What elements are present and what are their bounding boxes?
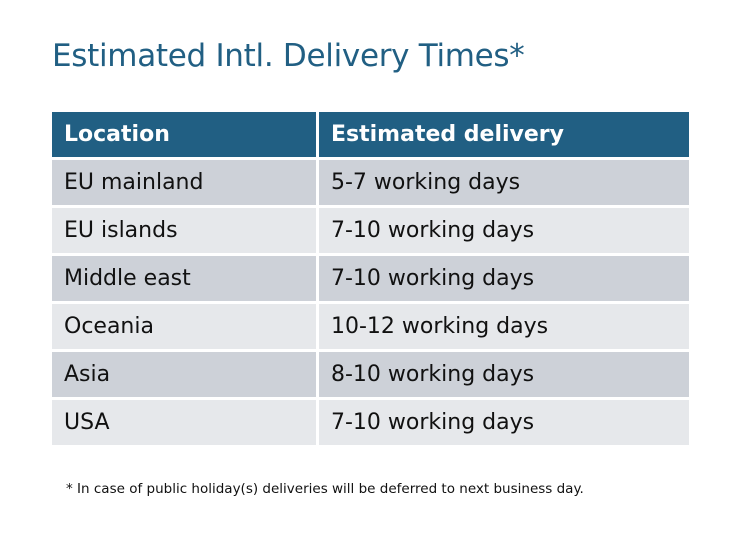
cell-location: EU mainland — [52, 160, 316, 205]
cell-location: Asia — [52, 352, 316, 397]
cell-location: Oceania — [52, 304, 316, 349]
cell-location: USA — [52, 400, 316, 445]
cell-delivery: 8-10 working days — [319, 352, 689, 397]
header-location: Location — [52, 112, 316, 157]
footnote: * In case of public holiday(s) deliverie… — [66, 481, 584, 497]
page-title: Estimated Intl. Delivery Times* — [52, 38, 525, 74]
table-row: EU mainland 5-7 working days — [52, 160, 689, 205]
delivery-times-table: Location Estimated delivery EU mainland 5… — [49, 109, 692, 448]
table-row: EU islands 7-10 working days — [52, 208, 689, 253]
cell-location: EU islands — [52, 208, 316, 253]
cell-delivery: 7-10 working days — [319, 256, 689, 301]
table-row: Middle east 7-10 working days — [52, 256, 689, 301]
cell-delivery: 7-10 working days — [319, 208, 689, 253]
cell-location: Middle east — [52, 256, 316, 301]
table-header-row: Location Estimated delivery — [52, 112, 689, 157]
cell-delivery: 7-10 working days — [319, 400, 689, 445]
header-estimated-delivery: Estimated delivery — [319, 112, 689, 157]
cell-delivery: 5-7 working days — [319, 160, 689, 205]
table-row: Oceania 10-12 working days — [52, 304, 689, 349]
cell-delivery: 10-12 working days — [319, 304, 689, 349]
table-row: Asia 8-10 working days — [52, 352, 689, 397]
table-row: USA 7-10 working days — [52, 400, 689, 445]
